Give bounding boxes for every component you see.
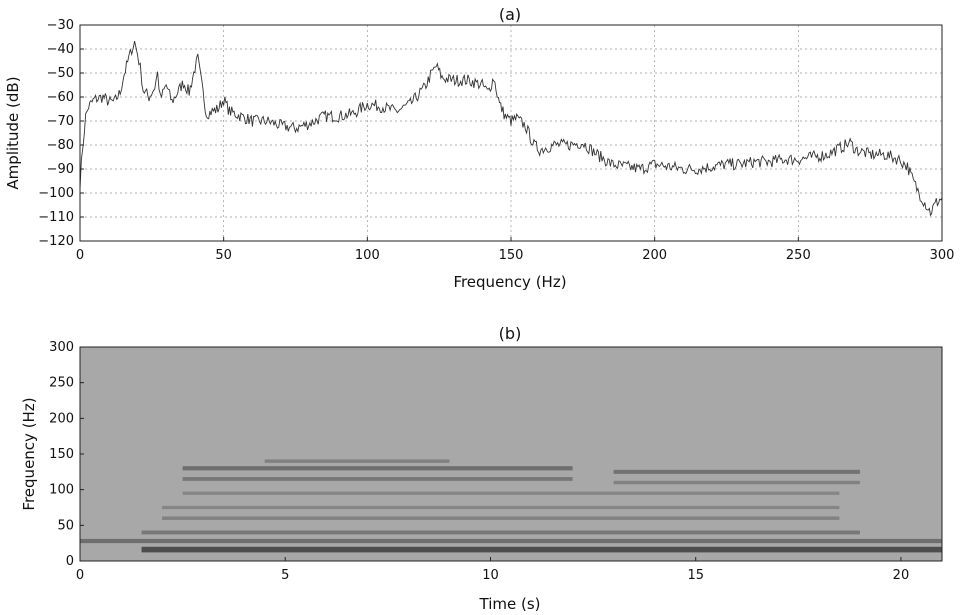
y-tick-label: 200 <box>49 411 74 426</box>
y-tick-label: −100 <box>38 186 74 201</box>
x-tick-label: 300 <box>930 248 955 263</box>
spectrogram-panel: (b) 0 5 10 15 20 0 50 100 150 200 250 300 Time (s)… <box>20 324 942 613</box>
amplitude-axis-ticks: −30 −40 −50 −60 −70 −80 −90 −100 −110 −120 <box>38 18 84 249</box>
y-tick-label: −50 <box>47 66 74 81</box>
y-tick-label: 150 <box>49 447 74 462</box>
x-tick-label: 100 <box>355 248 380 263</box>
amplitude-plot-frame <box>80 25 942 241</box>
spectrogram-frequency-axis-ticks: 0 50 100 150 200 250 300 <box>49 340 84 569</box>
y-tick-label: 0 <box>66 554 74 569</box>
x-tick-label: 250 <box>786 248 811 263</box>
x-tick-label: 5 <box>281 568 289 583</box>
y-tick-label: −60 <box>47 90 74 105</box>
y-tick-label: 250 <box>49 376 74 391</box>
x-tick-label: 0 <box>76 568 84 583</box>
x-tick-label: 200 <box>642 248 667 263</box>
amplitude-series <box>80 41 942 215</box>
amplitude-line <box>80 41 942 215</box>
y-tick-label: −80 <box>47 138 74 153</box>
amplitude-y-axis-title: Amplitude (dB) <box>4 76 22 189</box>
amplitude-grid <box>80 25 942 241</box>
y-tick-label: 100 <box>49 483 74 498</box>
spectrogram-x-axis-title: Time (s) <box>479 595 541 613</box>
y-tick-label: −120 <box>38 234 74 249</box>
spectrogram-band <box>183 466 573 470</box>
panel-b-title: (b) <box>499 324 522 343</box>
y-tick-label: −40 <box>47 42 74 57</box>
x-tick-label: 20 <box>893 568 910 583</box>
spectrogram-band <box>142 547 942 553</box>
spectrogram-band <box>265 459 450 462</box>
y-tick-label: −110 <box>38 210 74 225</box>
x-tick-label: 0 <box>76 248 84 263</box>
spectrogram-background <box>80 347 942 561</box>
x-tick-label: 10 <box>482 568 499 583</box>
x-tick-label: 50 <box>215 248 232 263</box>
spectrogram-band <box>162 506 839 509</box>
spectrogram-band <box>80 539 942 543</box>
y-tick-label: −90 <box>47 162 74 177</box>
spectrogram-y-axis-title: Frequency (Hz) <box>20 397 38 510</box>
spectrogram-band <box>142 531 860 535</box>
y-tick-label: 300 <box>49 340 74 355</box>
y-tick-label: 50 <box>57 518 74 533</box>
amplitude-x-axis-title: Frequency (Hz) <box>453 273 566 291</box>
spectrogram-band <box>614 481 860 484</box>
spectrogram-band <box>162 517 839 520</box>
spectrogram-band <box>183 477 573 481</box>
x-tick-label: 150 <box>499 248 524 263</box>
x-tick-label: 15 <box>687 568 704 583</box>
spectrogram-band <box>183 492 840 495</box>
y-tick-label: −30 <box>47 18 74 33</box>
y-tick-label: −70 <box>47 114 74 129</box>
amplitude-spectrum-panel: (a) 0 50 100 150 200 250 300 −30 −40 −50 −60 −70 −8… <box>4 5 954 291</box>
spectrogram-band <box>614 470 860 474</box>
panel-a-title: (a) <box>499 5 521 24</box>
